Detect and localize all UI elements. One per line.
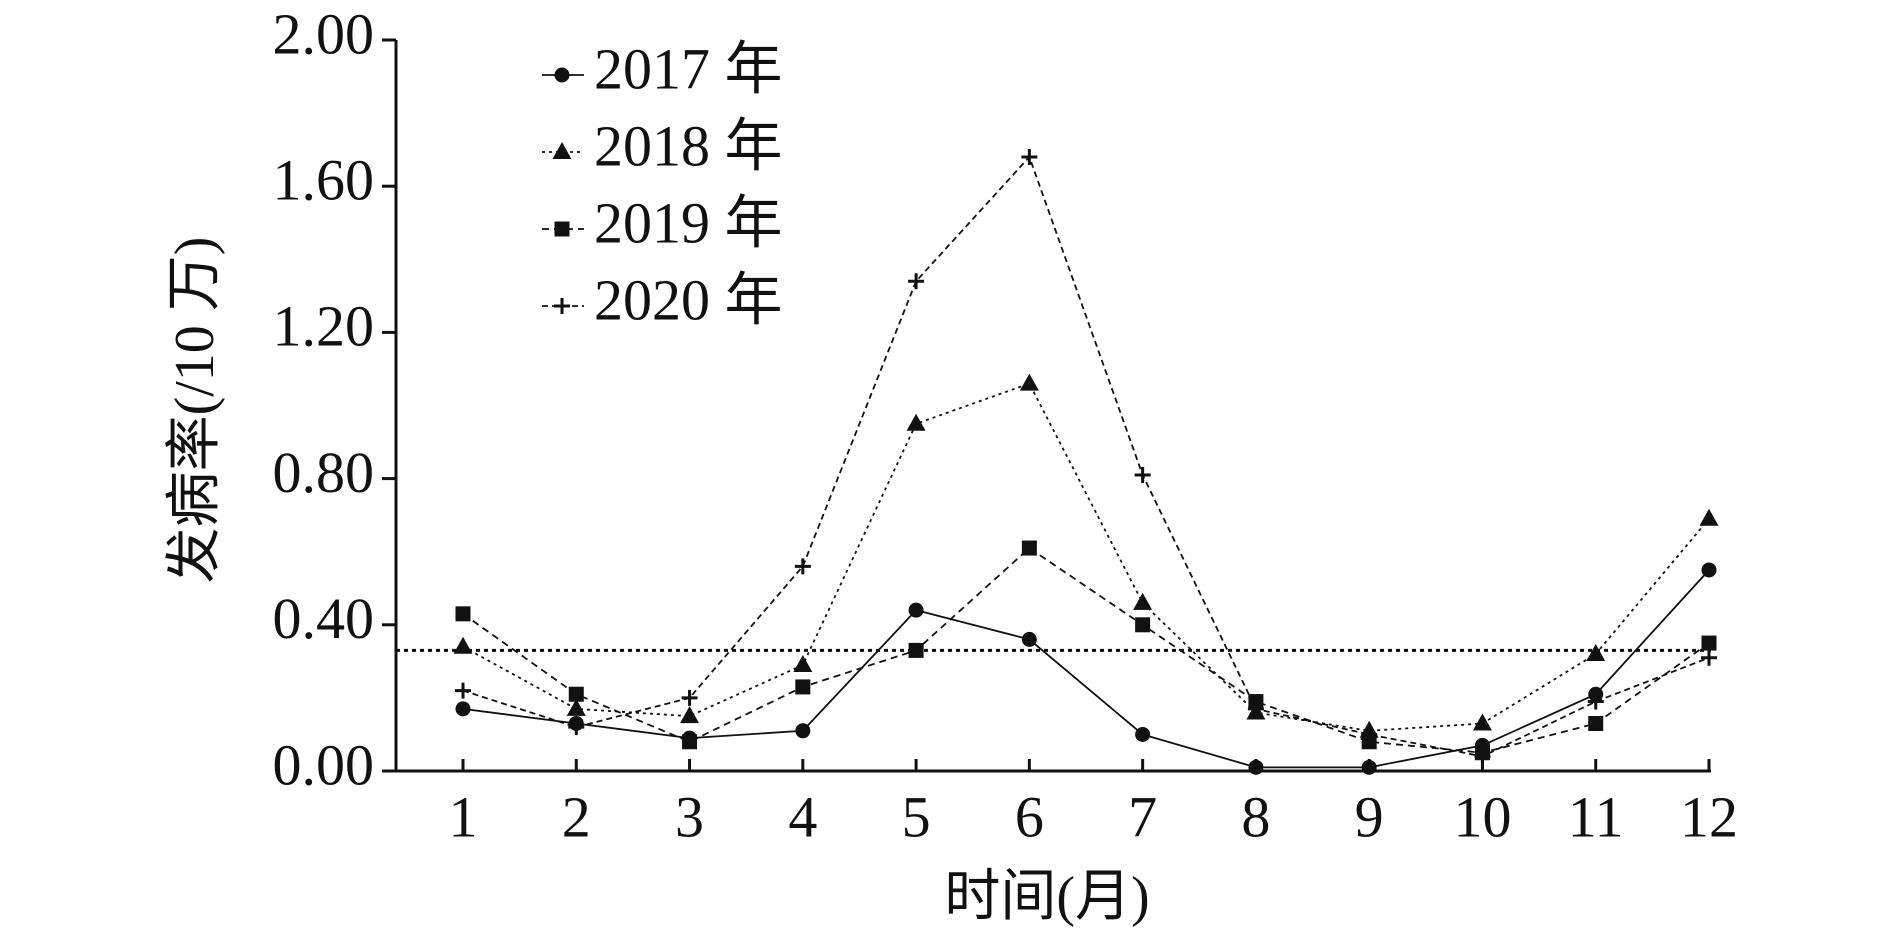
marker: [1587, 693, 1604, 710]
marker: [566, 698, 586, 716]
marker: [1248, 759, 1264, 775]
marker: [680, 706, 700, 724]
marker: [568, 719, 585, 736]
marker: [1134, 466, 1151, 483]
legend-label: 2020 年: [594, 267, 783, 332]
marker: [453, 636, 473, 654]
series-line: [462, 546, 1710, 754]
marker: [1472, 713, 1492, 731]
y-tick-label: 0.00: [273, 732, 375, 797]
marker: [1588, 715, 1604, 731]
marker: [455, 606, 471, 622]
marker: [1021, 631, 1037, 647]
marker: [1135, 726, 1151, 742]
x-tick-label: 10: [1453, 784, 1511, 849]
y-tick-label: 2.00: [273, 1, 375, 66]
marker: [1021, 540, 1037, 556]
marker: [1701, 562, 1717, 578]
y-tick-label: 1.20: [273, 294, 375, 359]
x-tick-label: 3: [675, 784, 704, 849]
marker: [554, 298, 570, 314]
y-axis-title: 发病率(/10 万): [164, 237, 226, 584]
marker: [455, 682, 471, 699]
marker: [554, 221, 570, 237]
legend-label: 2017 年: [594, 36, 783, 101]
x-tick-label: 9: [1355, 784, 1384, 849]
marker: [908, 273, 925, 290]
y-tick-label: 0.80: [273, 440, 375, 505]
x-tick-label: 8: [1241, 784, 1270, 849]
marker: [795, 723, 811, 739]
y-tick-label: 1.60: [273, 148, 375, 213]
marker: [552, 142, 572, 159]
marker: [1474, 748, 1491, 765]
legend-label: 2018 年: [594, 113, 783, 178]
marker: [568, 686, 584, 702]
series-line: [462, 569, 1710, 769]
marker: [795, 679, 811, 695]
marker: [681, 689, 698, 706]
marker: [794, 558, 811, 575]
y-tick-label: 0.40: [273, 586, 375, 651]
x-tick-label: 5: [902, 784, 931, 849]
marker: [1133, 592, 1153, 610]
x-tick-label: 4: [788, 784, 817, 849]
legend-label: 2019 年: [594, 190, 783, 255]
marker: [1021, 148, 1038, 165]
marker: [1019, 373, 1039, 391]
marker: [554, 67, 570, 83]
x-tick-label: 12: [1680, 784, 1738, 849]
marker: [908, 602, 924, 618]
marker: [455, 701, 471, 717]
x-tick-label: 6: [1015, 784, 1044, 849]
series-line: [462, 382, 1710, 732]
x-tick-label: 1: [449, 784, 478, 849]
marker: [682, 734, 698, 750]
marker: [1701, 649, 1717, 666]
x-tick-label: 2: [562, 784, 591, 849]
marker: [1361, 759, 1377, 775]
marker: [1247, 700, 1264, 717]
x-axis-title: 时间(月): [944, 866, 1149, 928]
marker: [1701, 635, 1717, 651]
marker: [1361, 726, 1378, 743]
marker: [1135, 617, 1151, 633]
series-line: [462, 155, 1710, 758]
marker: [906, 413, 926, 431]
x-tick-label: 7: [1128, 784, 1157, 849]
marker: [1586, 644, 1606, 662]
marker: [908, 642, 924, 658]
marker: [793, 655, 813, 673]
marker: [1699, 508, 1719, 526]
x-tick-label: 11: [1568, 784, 1624, 849]
